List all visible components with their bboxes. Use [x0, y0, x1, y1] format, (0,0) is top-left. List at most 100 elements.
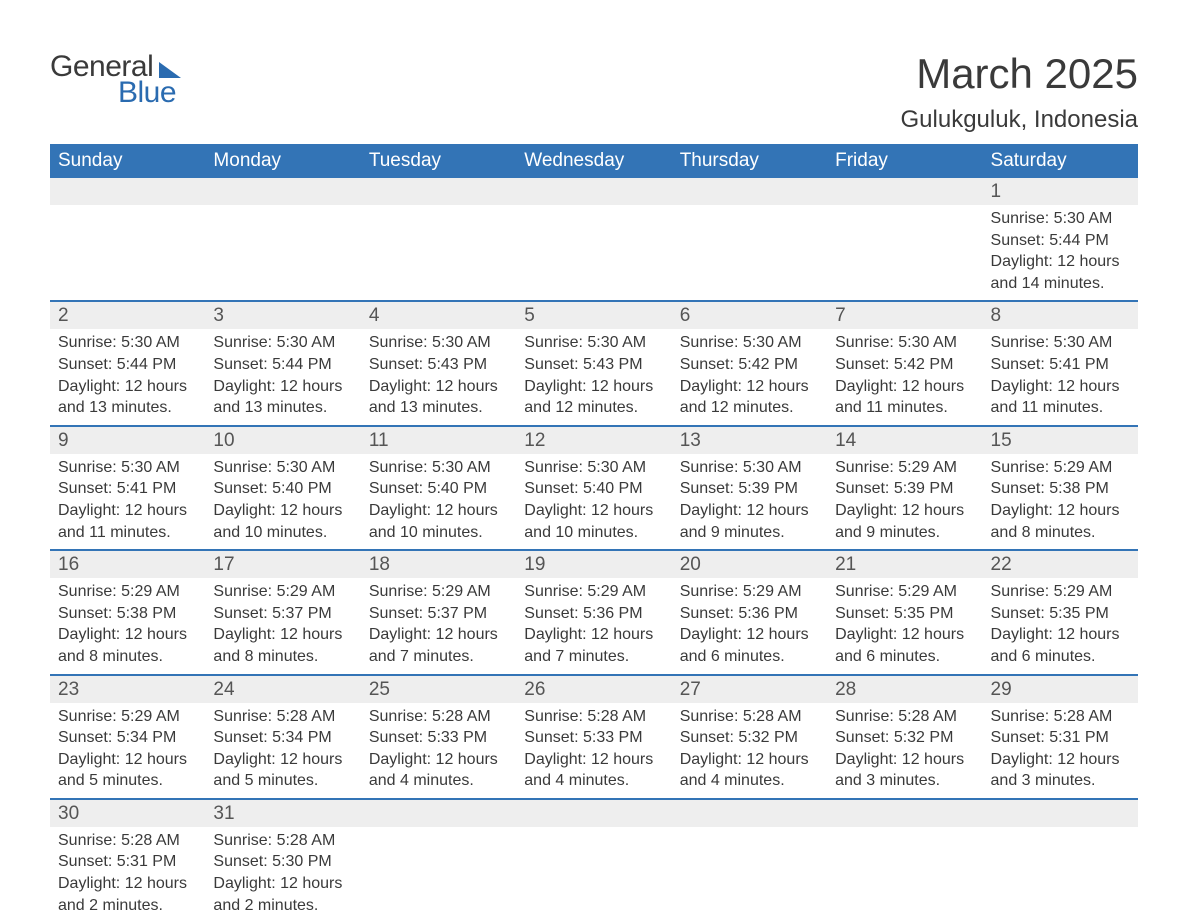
day-cell: Sunrise: 5:28 AMSunset: 5:30 PMDaylight:… — [205, 827, 360, 922]
day2-text: and 3 minutes. — [835, 770, 974, 792]
day2-text: and 12 minutes. — [524, 397, 663, 419]
day1-text: Daylight: 12 hours — [524, 376, 663, 398]
day2-text: and 2 minutes. — [58, 895, 197, 917]
sunrise-text: Sunrise: 5:30 AM — [58, 457, 197, 479]
day2-text: and 14 minutes. — [991, 273, 1130, 295]
day-cell — [205, 205, 360, 301]
sunrise-text: Sunrise: 5:28 AM — [835, 706, 974, 728]
day-cell: Sunrise: 5:30 AMSunset: 5:42 PMDaylight:… — [827, 329, 982, 425]
day1-text: Daylight: 12 hours — [835, 749, 974, 771]
day2-text: and 13 minutes. — [369, 397, 508, 419]
sunrise-text: Sunrise: 5:29 AM — [680, 581, 819, 603]
day-cell: Sunrise: 5:29 AMSunset: 5:36 PMDaylight:… — [672, 578, 827, 674]
day-number — [516, 799, 671, 827]
day1-text: Daylight: 12 hours — [369, 500, 508, 522]
day1-text: Daylight: 12 hours — [991, 500, 1130, 522]
content-row: Sunrise: 5:29 AMSunset: 5:38 PMDaylight:… — [50, 578, 1138, 674]
day1-text: Daylight: 12 hours — [680, 624, 819, 646]
day1-text: Daylight: 12 hours — [991, 376, 1130, 398]
day-cell: Sunrise: 5:30 AMSunset: 5:41 PMDaylight:… — [983, 329, 1138, 425]
day-number: 19 — [516, 550, 671, 578]
day-number: 6 — [672, 301, 827, 329]
day1-text: Daylight: 12 hours — [58, 376, 197, 398]
sunrise-text: Sunrise: 5:30 AM — [680, 457, 819, 479]
day-cell — [827, 205, 982, 301]
sunset-text: Sunset: 5:36 PM — [524, 603, 663, 625]
title-block: March 2025 Gulukguluk, Indonesia — [901, 50, 1139, 134]
sunset-text: Sunset: 5:35 PM — [991, 603, 1130, 625]
content-row: Sunrise: 5:30 AMSunset: 5:41 PMDaylight:… — [50, 454, 1138, 550]
day-number: 18 — [361, 550, 516, 578]
day-number — [516, 178, 671, 205]
day-number: 3 — [205, 301, 360, 329]
day2-text: and 9 minutes. — [835, 522, 974, 544]
weekday-header-row: Sunday Monday Tuesday Wednesday Thursday… — [50, 144, 1138, 178]
sunrise-text: Sunrise: 5:29 AM — [58, 706, 197, 728]
sunrise-text: Sunrise: 5:29 AM — [991, 457, 1130, 479]
sunrise-text: Sunrise: 5:28 AM — [213, 706, 352, 728]
day-cell: Sunrise: 5:29 AMSunset: 5:38 PMDaylight:… — [50, 578, 205, 674]
logo: General Blue — [50, 50, 181, 110]
day-cell — [827, 827, 982, 922]
sunrise-text: Sunrise: 5:29 AM — [58, 581, 197, 603]
day-cell — [516, 205, 671, 301]
day-cell — [672, 827, 827, 922]
sunrise-text: Sunrise: 5:30 AM — [991, 208, 1130, 230]
day2-text: and 11 minutes. — [835, 397, 974, 419]
day-cell: Sunrise: 5:30 AMSunset: 5:43 PMDaylight:… — [361, 329, 516, 425]
day-cell: Sunrise: 5:29 AMSunset: 5:34 PMDaylight:… — [50, 703, 205, 799]
sunrise-text: Sunrise: 5:30 AM — [835, 332, 974, 354]
sunset-text: Sunset: 5:43 PM — [524, 354, 663, 376]
day-cell: Sunrise: 5:28 AMSunset: 5:31 PMDaylight:… — [50, 827, 205, 922]
day-cell: Sunrise: 5:30 AMSunset: 5:44 PMDaylight:… — [50, 329, 205, 425]
day2-text: and 10 minutes. — [213, 522, 352, 544]
day1-text: Daylight: 12 hours — [680, 749, 819, 771]
day-number: 5 — [516, 301, 671, 329]
day-cell: Sunrise: 5:30 AMSunset: 5:44 PMDaylight:… — [205, 329, 360, 425]
day-cell: Sunrise: 5:30 AMSunset: 5:41 PMDaylight:… — [50, 454, 205, 550]
day-number: 24 — [205, 675, 360, 703]
sunrise-text: Sunrise: 5:30 AM — [991, 332, 1130, 354]
sunset-text: Sunset: 5:44 PM — [991, 230, 1130, 252]
daynum-row: 9101112131415 — [50, 426, 1138, 454]
sunset-text: Sunset: 5:35 PM — [835, 603, 974, 625]
day-number: 29 — [983, 675, 1138, 703]
sunset-text: Sunset: 5:39 PM — [680, 478, 819, 500]
sunset-text: Sunset: 5:40 PM — [369, 478, 508, 500]
sunset-text: Sunset: 5:33 PM — [369, 727, 508, 749]
day-number: 8 — [983, 301, 1138, 329]
day1-text: Daylight: 12 hours — [835, 500, 974, 522]
logo-text-blue: Blue — [118, 76, 176, 110]
day-cell: Sunrise: 5:29 AMSunset: 5:35 PMDaylight:… — [983, 578, 1138, 674]
day-number: 12 — [516, 426, 671, 454]
day1-text: Daylight: 12 hours — [213, 500, 352, 522]
day-number: 26 — [516, 675, 671, 703]
day-number: 28 — [827, 675, 982, 703]
day-number — [827, 178, 982, 205]
day2-text: and 4 minutes. — [369, 770, 508, 792]
weekday-header: Wednesday — [516, 144, 671, 178]
sunrise-text: Sunrise: 5:28 AM — [680, 706, 819, 728]
day1-text: Daylight: 12 hours — [213, 749, 352, 771]
sunset-text: Sunset: 5:38 PM — [58, 603, 197, 625]
day2-text: and 7 minutes. — [369, 646, 508, 668]
day2-text: and 13 minutes. — [58, 397, 197, 419]
day-number: 7 — [827, 301, 982, 329]
day1-text: Daylight: 12 hours — [213, 624, 352, 646]
day-number — [361, 799, 516, 827]
day2-text: and 4 minutes. — [680, 770, 819, 792]
sunrise-text: Sunrise: 5:29 AM — [835, 581, 974, 603]
weekday-header: Sunday — [50, 144, 205, 178]
sunrise-text: Sunrise: 5:30 AM — [680, 332, 819, 354]
month-title: March 2025 — [901, 50, 1139, 98]
day-number — [50, 178, 205, 205]
day1-text: Daylight: 12 hours — [680, 500, 819, 522]
day-number: 25 — [361, 675, 516, 703]
day-cell: Sunrise: 5:29 AMSunset: 5:36 PMDaylight:… — [516, 578, 671, 674]
header: General Blue March 2025 Gulukguluk, Indo… — [50, 50, 1138, 134]
weekday-header: Friday — [827, 144, 982, 178]
day1-text: Daylight: 12 hours — [991, 251, 1130, 273]
day-number: 1 — [983, 178, 1138, 205]
content-row: Sunrise: 5:29 AMSunset: 5:34 PMDaylight:… — [50, 703, 1138, 799]
sunrise-text: Sunrise: 5:29 AM — [835, 457, 974, 479]
